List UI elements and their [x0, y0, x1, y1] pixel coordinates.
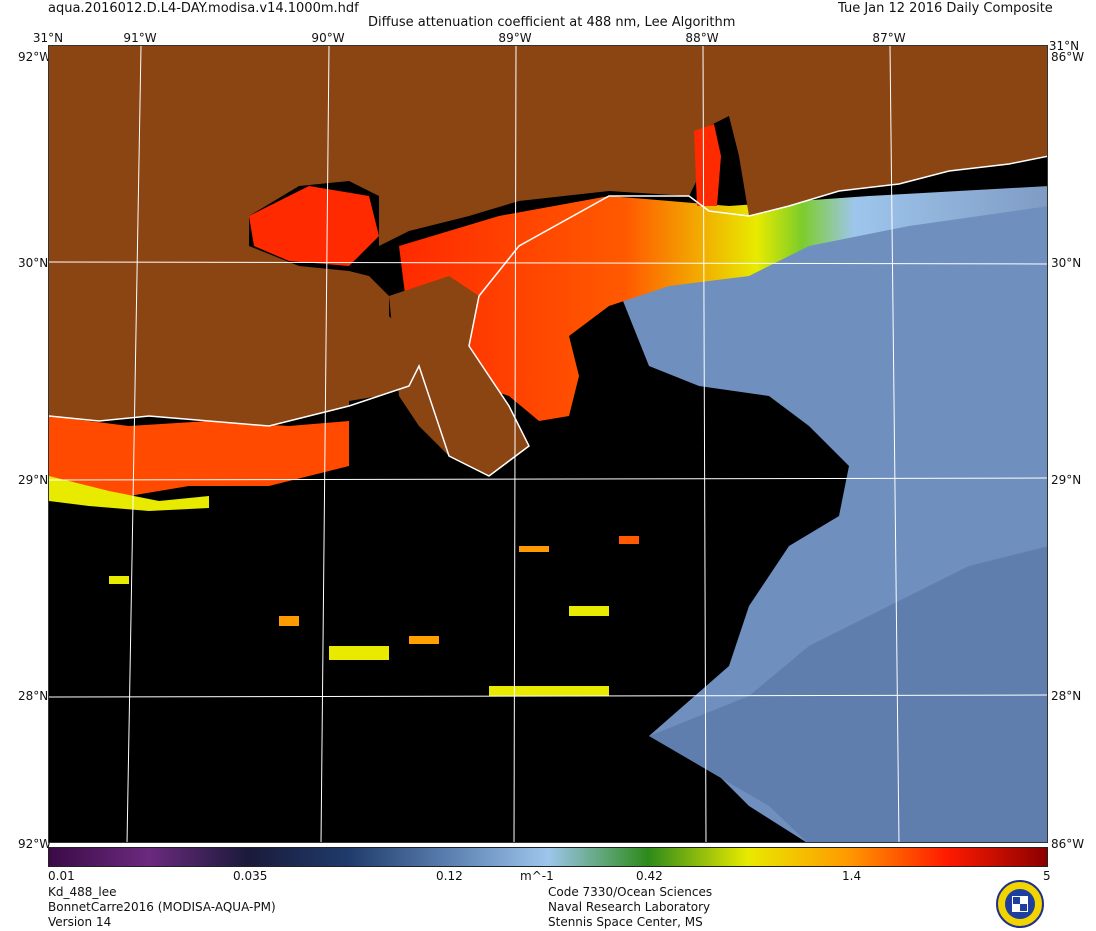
colorbar-tick-0: 0.01 — [48, 869, 75, 883]
colorbar-tick-4: 1.4 — [842, 869, 862, 883]
lat-label-28n-left: 28°N — [18, 689, 49, 703]
coastal-plume-west-edge — [49, 476, 209, 511]
land-region — [49, 46, 1047, 426]
lake-pontchartrain — [249, 186, 379, 266]
lat-label-28n-right: 28°N — [1051, 689, 1082, 703]
colorbar-tick-2: 0.12 — [436, 869, 463, 883]
colorbar-tick-3: 0.42 — [636, 869, 663, 883]
coastline — [49, 155, 1047, 477]
corner-label-bottom-left: 92°W — [18, 837, 52, 851]
edge-label-right-top: 86°W — [1051, 50, 1085, 64]
lon-label-87w: 87°W — [872, 31, 906, 45]
corner-label-top-left: 31°N — [32, 31, 64, 45]
colorbar-tick-1: 0.035 — [233, 869, 268, 883]
graticule — [49, 46, 1047, 842]
lon-label-90w: 90°W — [311, 31, 345, 45]
lat-label-30n-right: 30°N — [1051, 256, 1082, 270]
lon-label-88w: 88°W — [685, 31, 719, 45]
footer-version: Version 14 — [48, 915, 112, 929]
lat-label-30n-left: 30°N — [18, 256, 49, 270]
delta-land — [389, 276, 529, 476]
edge-label-left-top: 92°W — [18, 50, 52, 64]
lat-label-29n-left: 29°N — [18, 473, 49, 487]
colorbar-tick-5: 5 — [1043, 869, 1051, 883]
offshore-speckles — [109, 536, 639, 696]
map-canvas — [49, 46, 1047, 842]
composite-date: Tue Jan 12 2016 Daily Composite — [838, 1, 1053, 16]
file-name: aqua.2016012.D.L4-DAY.modisa.v14.1000m.h… — [48, 1, 359, 16]
footer-dataset: BonnetCarre2016 (MODISA-AQUA-PM) — [48, 900, 276, 914]
nrl-seal-logo — [996, 880, 1044, 928]
lon-label-91w: 91°W — [123, 31, 157, 45]
lat-label-29n-right: 29°N — [1051, 473, 1082, 487]
footer-location: Stennis Space Center, MS — [548, 915, 703, 929]
footer-lab: Naval Research Laboratory — [548, 900, 711, 914]
lon-label-89w: 89°W — [498, 31, 532, 45]
footer-code: Code 7330/Ocean Sciences — [548, 885, 713, 899]
corner-label-top-right: 31°N — [1048, 39, 1080, 53]
coastal-plume-west — [49, 416, 349, 496]
corner-label-bottom-right: 86°W — [1051, 837, 1085, 851]
clear-water-south — [649, 546, 1047, 842]
footer-product: Kd_488_lee — [48, 885, 117, 899]
satellite-map[interactable] — [48, 45, 1048, 843]
turbid-plume — [399, 186, 1047, 421]
plot-title: Diffuse attenuation coefficient at 488 n… — [368, 15, 736, 30]
colorbar-unit: m^-1 — [520, 869, 554, 883]
mobile-bay — [694, 124, 721, 206]
colorbar — [48, 847, 1048, 867]
